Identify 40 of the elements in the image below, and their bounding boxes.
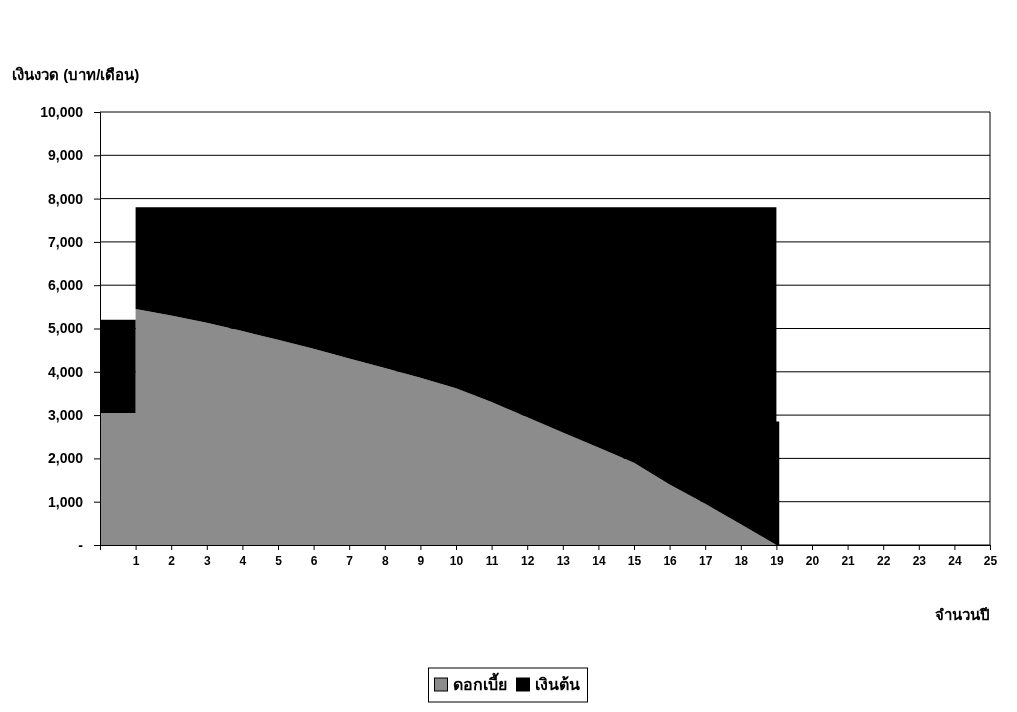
x-tick-label: 1 [132,554,140,568]
x-tick-label: 22 [877,554,891,568]
x-tick-label: 18 [734,554,749,568]
y-tick-label: 1,000 [47,493,84,510]
y-tick-label: 3,000 [47,407,84,424]
x-tick-label: 24 [948,554,962,568]
y-tick-label: - [78,536,84,553]
y-tick-label: 5,000 [47,320,84,337]
x-tick-label: 17 [699,554,713,568]
x-tick-label: 7 [346,554,354,568]
x-tick-label: 4 [239,554,247,568]
x-tick-label: 5 [275,554,283,568]
x-tick-label: 13 [556,554,571,568]
y-tick-label: 9,000 [47,147,84,164]
x-tick-label: 25 [983,554,998,568]
x-tick-label: 16 [663,554,678,568]
y-axis-title: เงินงวด (บาท/เดือน) [12,66,140,83]
y-tick-label: 8,000 [47,190,84,207]
y-tick-label: 2,000 [47,450,84,467]
x-tick-label: 19 [770,554,784,568]
y-tick-label: 7,000 [47,233,84,250]
y-tick-label: 6,000 [47,277,84,294]
x-tick-label: 23 [912,554,927,568]
legend-label: เงินต้น [534,676,580,693]
x-tick-label: 10 [449,554,464,568]
x-tick-label: 2 [168,554,176,568]
x-tick-label: 15 [627,554,642,568]
x-tick-label: 9 [417,554,425,568]
x-tick-label: 14 [592,554,606,568]
x-axis-title: จำนวนปี [935,606,990,623]
legend-label: ดอกเบี้ย [452,672,507,693]
x-tick-label: 6 [310,554,318,568]
x-tick-label: 21 [841,554,856,568]
x-tick-label: 8 [381,554,389,568]
y-tick-label: 4,000 [47,363,84,380]
y-tick-label: 10,000 [40,103,84,120]
x-tick-label: 12 [521,554,535,568]
x-tick-label: 20 [805,554,820,568]
x-tick-label: 11 [485,554,499,568]
x-tick-label: 3 [203,554,211,568]
